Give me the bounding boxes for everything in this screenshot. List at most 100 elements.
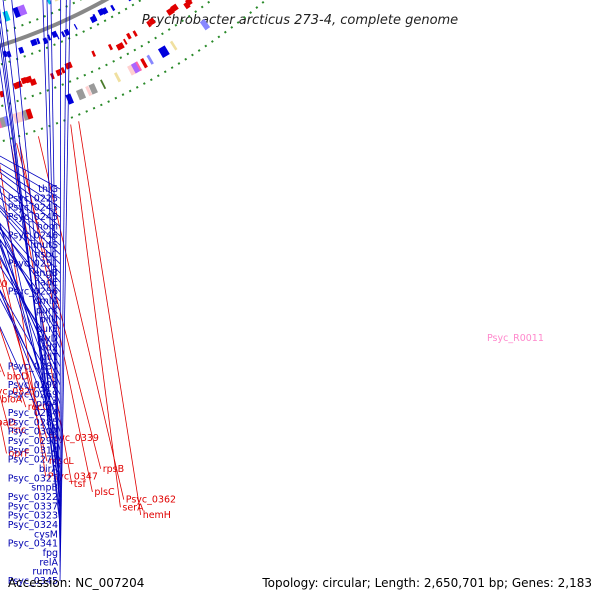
- reverse-gene-label: Psyc_0322: [8, 492, 58, 503]
- reverse-gene-label-leader: [0, 289, 61, 395]
- reverse-gene-label-leader: [0, 210, 61, 283]
- reverse-gene-label-leader: [50, 0, 61, 554]
- forward-gene-label: bioA: [1, 394, 22, 405]
- gene-block: [46, 34, 52, 41]
- gene-block: [42, 37, 49, 45]
- reverse-gene-label: Psyc_0292: [8, 380, 58, 391]
- gene-block: [55, 68, 63, 77]
- reverse-gene-label-leader: [0, 186, 61, 470]
- gene-block: [114, 72, 122, 83]
- reverse-gene-label: dsbC: [34, 249, 58, 260]
- reverse-gene-label: icd2: [38, 343, 58, 354]
- reverse-gene-label: Psyc_0243: [8, 203, 58, 214]
- reverse-gene-label: Psyc_0285: [8, 417, 58, 428]
- reverse-gene-label: pilT: [41, 352, 58, 363]
- forward-gene-label: era: [0, 441, 1, 452]
- gene-block: [91, 50, 97, 58]
- reverse-gene-label: engB: [34, 268, 58, 279]
- gene-block: [170, 3, 179, 13]
- reverse-gene-label: relA: [39, 557, 58, 568]
- gene-block: [135, 61, 143, 72]
- reverse-gene-label: birA: [39, 464, 59, 475]
- forward-gene-label-leader: [0, 258, 48, 462]
- map-title: Psychrobacter arcticus 273-4, complete g…: [142, 13, 458, 28]
- rna-gene-labels: Psyc_R0011: [487, 333, 544, 344]
- gene-block: [115, 42, 125, 51]
- forward-gene-label: coaD: [0, 418, 16, 429]
- reverse-gene-label-leader: [0, 197, 61, 255]
- reverse-gene-label: proA: [36, 399, 59, 410]
- track-boundary: [0, 0, 268, 143]
- reverse-gene-label: Psyc_0274: [8, 408, 58, 419]
- reverse-gene-label: Psyc_0246: [8, 231, 58, 242]
- gene-block: [146, 20, 152, 28]
- reverse-gene-label: Psyc_0314: [8, 445, 58, 456]
- forward-gene-label: Psyc_0347: [48, 472, 98, 483]
- gene-block: [18, 46, 25, 54]
- forward-gene-label: Psyc_0339: [49, 433, 99, 444]
- gene-block: [92, 13, 97, 21]
- gene-block: [17, 4, 28, 17]
- reverse-gene-label-leader: [0, 204, 61, 264]
- gene-block: [0, 90, 5, 98]
- reverse-gene-label: purK: [36, 305, 59, 316]
- reverse-gene-label: Psyc_0281: [8, 361, 58, 372]
- gene-block: [12, 6, 22, 18]
- reverse-gene-label-leader: [59, 0, 71, 582]
- gene-block: [85, 85, 93, 97]
- reverse-gene-label-leader: [0, 177, 61, 227]
- reverse-gene-label-leader: [0, 155, 61, 190]
- reverse-gene-label-leader: [59, 0, 62, 563]
- genome-summary-text: Topology: circular; Length: 2,650,701 bp…: [261, 576, 592, 590]
- reverse-gene-label-leader: [0, 206, 61, 274]
- reverse-gene-label-leader: [0, 290, 61, 423]
- reverse-gene-label-leader: [11, 0, 61, 507]
- gene-block: [199, 19, 211, 31]
- forward-gene-label: bioD: [7, 371, 29, 382]
- gene-block: [25, 108, 34, 120]
- gene-block: [126, 32, 132, 40]
- forward-gene-label: recO: [28, 402, 50, 413]
- gene-block: [100, 79, 107, 90]
- gene-block: [110, 4, 116, 12]
- forward-gene-label: plsC: [94, 487, 115, 498]
- reverse-gene-label: fpg: [43, 548, 58, 559]
- reverse-gene-label: purE: [36, 324, 58, 335]
- reverse-gene-label-leader: [0, 66, 61, 479]
- reverse-gene-label: mutS: [33, 240, 58, 251]
- forward-gene-label: Psyc_0362: [126, 495, 176, 506]
- forward-gene-label-leader: [70, 124, 121, 508]
- reverse-gene-label-leader: [0, 240, 61, 404]
- forward-gene-label: Psyc_0310: [0, 279, 8, 290]
- gene-block: [107, 43, 114, 51]
- reverse-gene-label: rsu: [43, 371, 58, 382]
- forward-gene-label: Psyc_0311: [0, 364, 2, 375]
- reverse-gene-label-leader: [0, 25, 61, 516]
- reverse-gene-label: Psyc_0341: [8, 539, 58, 550]
- reverse-gene-label-leader: [46, 0, 61, 544]
- forward-gene-label: hemH: [143, 510, 171, 521]
- gene-block: [148, 17, 156, 26]
- forward-gene-label-leader: [0, 327, 27, 408]
- reverse-gene-label-leader: [0, 243, 61, 432]
- gene-block: [6, 50, 12, 58]
- gene-block: [51, 30, 59, 39]
- rna-gene-label: Psyc_R0011: [487, 333, 544, 344]
- reverse-gene-label-leader: [0, 239, 61, 320]
- gene-block: [169, 40, 178, 51]
- gene-block: [60, 31, 66, 38]
- reverse-gene-label-leader: [0, 162, 61, 199]
- gene-block: [36, 37, 41, 45]
- gene-block: [132, 30, 138, 37]
- gene-block: [157, 45, 170, 59]
- forward-gene-label: Psyc_0327: [0, 387, 36, 398]
- reverse-gene-label: Psyc_0323: [8, 511, 58, 522]
- reverse-gene-label-leader: [42, 0, 61, 535]
- reverse-gene-label-leader: [0, 191, 61, 246]
- reverse-gene-label: Psyc_0345: [8, 576, 58, 587]
- gene-block: [55, 33, 60, 40]
- reverse-gene-label-leader: [0, 222, 61, 292]
- gene-block: [2, 10, 11, 22]
- reverse-gene-label: Psyc_0269: [8, 389, 58, 400]
